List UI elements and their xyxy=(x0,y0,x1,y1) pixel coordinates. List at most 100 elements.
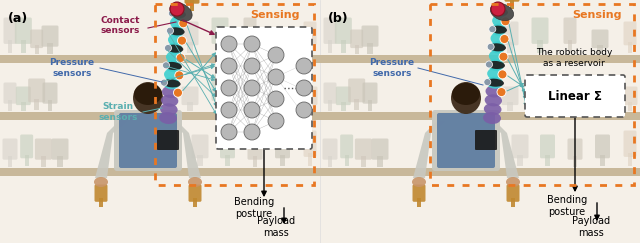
Bar xyxy=(308,102,312,111)
Bar xyxy=(225,155,230,166)
Bar xyxy=(0,168,320,176)
FancyBboxPatch shape xyxy=(95,184,108,202)
Circle shape xyxy=(163,62,170,69)
FancyBboxPatch shape xyxy=(362,83,378,104)
Ellipse shape xyxy=(170,3,192,21)
Bar xyxy=(320,112,640,120)
Circle shape xyxy=(268,47,284,63)
FancyBboxPatch shape xyxy=(335,17,352,44)
Ellipse shape xyxy=(487,68,504,80)
FancyBboxPatch shape xyxy=(623,21,637,45)
FancyBboxPatch shape xyxy=(437,113,495,168)
Circle shape xyxy=(296,58,312,74)
Ellipse shape xyxy=(490,33,506,44)
Ellipse shape xyxy=(493,6,507,18)
FancyBboxPatch shape xyxy=(531,17,548,44)
FancyBboxPatch shape xyxy=(303,87,317,105)
Ellipse shape xyxy=(161,95,179,107)
FancyBboxPatch shape xyxy=(591,29,609,48)
Ellipse shape xyxy=(488,59,504,71)
Ellipse shape xyxy=(133,82,163,114)
Bar xyxy=(507,42,513,53)
Circle shape xyxy=(296,102,312,118)
FancyBboxPatch shape xyxy=(184,0,200,4)
FancyBboxPatch shape xyxy=(303,21,317,45)
FancyBboxPatch shape xyxy=(182,21,198,45)
Bar xyxy=(253,156,257,167)
Circle shape xyxy=(244,58,260,74)
Bar xyxy=(0,0,320,243)
Ellipse shape xyxy=(489,43,506,51)
Polygon shape xyxy=(413,121,445,178)
FancyBboxPatch shape xyxy=(211,17,228,44)
Ellipse shape xyxy=(483,112,501,124)
Bar xyxy=(568,40,572,53)
FancyBboxPatch shape xyxy=(323,83,337,104)
FancyBboxPatch shape xyxy=(216,27,312,149)
FancyBboxPatch shape xyxy=(475,130,497,150)
FancyBboxPatch shape xyxy=(502,21,518,45)
Bar xyxy=(308,42,312,53)
Bar xyxy=(277,102,283,111)
Ellipse shape xyxy=(492,24,506,36)
FancyBboxPatch shape xyxy=(623,130,637,157)
Bar xyxy=(277,45,283,54)
Circle shape xyxy=(497,87,506,96)
Circle shape xyxy=(268,69,284,85)
Circle shape xyxy=(501,17,510,26)
FancyBboxPatch shape xyxy=(323,139,337,160)
Ellipse shape xyxy=(188,177,202,187)
FancyBboxPatch shape xyxy=(114,110,182,171)
Circle shape xyxy=(166,27,173,34)
Bar xyxy=(155,4,314,185)
Ellipse shape xyxy=(167,43,182,55)
Ellipse shape xyxy=(164,62,182,70)
Bar xyxy=(417,198,421,207)
Bar xyxy=(189,0,195,11)
FancyBboxPatch shape xyxy=(348,78,365,102)
Bar xyxy=(354,99,360,110)
FancyBboxPatch shape xyxy=(563,87,577,105)
Ellipse shape xyxy=(162,79,180,87)
Ellipse shape xyxy=(487,61,505,69)
Circle shape xyxy=(268,91,284,107)
FancyBboxPatch shape xyxy=(51,139,68,160)
Ellipse shape xyxy=(170,17,184,29)
FancyBboxPatch shape xyxy=(42,26,58,47)
Bar xyxy=(507,102,513,111)
Text: Bending
posture: Bending posture xyxy=(547,195,587,217)
Circle shape xyxy=(244,80,260,96)
Circle shape xyxy=(170,2,184,16)
Bar xyxy=(8,156,12,167)
FancyBboxPatch shape xyxy=(591,87,609,105)
Bar xyxy=(597,45,603,54)
Ellipse shape xyxy=(490,3,514,21)
Bar xyxy=(248,40,252,53)
Ellipse shape xyxy=(484,103,502,115)
Ellipse shape xyxy=(134,83,162,105)
Bar xyxy=(34,99,40,110)
Bar xyxy=(47,43,53,54)
Ellipse shape xyxy=(489,50,504,62)
Text: (a): (a) xyxy=(8,12,28,25)
Circle shape xyxy=(296,80,312,96)
FancyBboxPatch shape xyxy=(531,75,548,101)
Bar xyxy=(320,55,640,63)
Bar xyxy=(597,102,603,111)
Circle shape xyxy=(164,44,172,52)
FancyBboxPatch shape xyxy=(275,134,290,158)
Ellipse shape xyxy=(492,15,506,27)
Bar xyxy=(320,0,640,243)
FancyBboxPatch shape xyxy=(189,184,202,202)
FancyBboxPatch shape xyxy=(371,139,388,160)
FancyBboxPatch shape xyxy=(15,17,32,44)
Circle shape xyxy=(175,71,184,80)
Ellipse shape xyxy=(169,25,184,37)
Ellipse shape xyxy=(170,10,186,18)
Bar xyxy=(628,153,632,166)
Bar xyxy=(197,155,203,166)
FancyBboxPatch shape xyxy=(525,75,625,117)
Polygon shape xyxy=(487,121,519,178)
Circle shape xyxy=(491,2,505,16)
FancyBboxPatch shape xyxy=(243,87,257,105)
